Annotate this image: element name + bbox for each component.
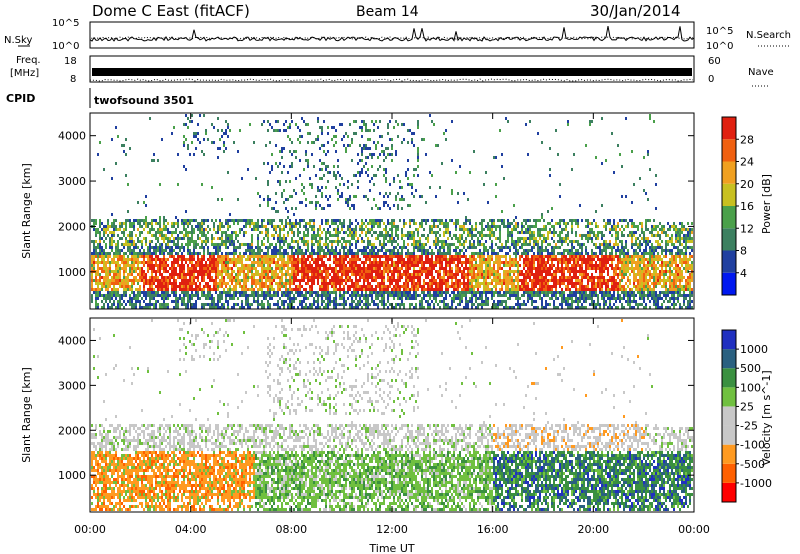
colorbar-tick-label: 4: [740, 267, 747, 280]
x-tick-label: 04:00: [175, 523, 207, 536]
colorbar-swatch: [722, 250, 736, 273]
freq-tick-top: 18: [64, 56, 77, 67]
colorbar-tick-label: 1000: [740, 343, 768, 356]
colorbar-tick-label: 500: [740, 362, 761, 375]
colorbar-swatch: [722, 161, 736, 184]
velocity-y-axis: 1000 2000 3000 4000: [58, 334, 694, 482]
colorbar-swatch: [722, 228, 736, 251]
y-tick-label: 3000: [58, 175, 86, 188]
nave-trace: [89, 78, 694, 82]
colorbar-swatch: [722, 387, 736, 407]
colorbar-tick-label: 28: [740, 133, 754, 146]
x-tick-label: 20:00: [577, 523, 609, 536]
y-tick-label: 1000: [58, 266, 86, 279]
colorbar-swatch: [722, 349, 736, 369]
x-tick-label: 12:00: [376, 523, 408, 536]
colorbar-tick-label: 20: [740, 178, 754, 191]
power-y-label: Slant Range [km]: [20, 163, 33, 259]
cpid-label: CPID: [6, 92, 35, 105]
colorbar-tick-label: -1000: [740, 477, 772, 490]
nsky-panel: [89, 21, 695, 49]
freq-label-line1: Freq.: [16, 55, 41, 66]
date-label: 30/Jan/2014: [590, 2, 681, 20]
y-tick-label: 1000: [58, 469, 86, 482]
freq-label-line2: [MHz]: [10, 68, 39, 79]
colorbar-tick-label: 24: [740, 156, 754, 169]
x-axis-label: Time UT: [368, 542, 414, 554]
colorbar-swatch: [722, 463, 736, 483]
nsky-trace: [89, 26, 695, 44]
cpid-value: twofsound 3501: [94, 94, 194, 107]
power-colorbar-label: Power [dB]: [760, 174, 773, 234]
colorbar-swatch: [722, 117, 736, 140]
nave-tick-top: 60: [708, 56, 721, 67]
colorbar-tick-label: 12: [740, 222, 754, 235]
velocity-colorbar-label: Velocity [m s^-1]: [760, 370, 773, 465]
colorbar-swatch: [722, 183, 736, 206]
colorbar-swatch: [722, 406, 736, 426]
nsky-tick-top: 10^5: [52, 18, 79, 29]
colorbar-tick-label: -500: [740, 458, 765, 471]
colorbar-swatch: [722, 139, 736, 162]
colorbar-tick-label: 8: [740, 245, 747, 258]
station-title: Dome C East (fitACF): [92, 2, 250, 20]
x-tick-label: 16:00: [477, 523, 509, 536]
y-tick-label: 4000: [58, 130, 86, 143]
y-tick-label: 3000: [58, 379, 86, 392]
colorbar-swatch: [722, 425, 736, 445]
time-x-axis: 00:00 04:00 08:00 12:00 16:00 20:00 00:00: [74, 113, 710, 536]
nave-tick-bottom: 0: [708, 74, 714, 85]
freq-panel: [89, 55, 695, 83]
power-y-axis: 1000 2000 3000 4000: [58, 130, 694, 279]
velocity-heatmap: [91, 319, 693, 511]
power-heatmap: [91, 114, 693, 309]
colorbar-tick-label: -25: [740, 420, 758, 433]
y-tick-label: 2000: [58, 220, 86, 233]
colorbar-tick-label: 25: [740, 400, 754, 413]
y-tick-label: 4000: [58, 334, 86, 347]
nave-label: Nave: [748, 67, 774, 78]
y-tick-label: 2000: [58, 424, 86, 437]
nsearch-tick-top: 10^5: [706, 26, 733, 37]
colorbar-tick-label: 100: [740, 381, 761, 394]
nsky-label: N.Sky: [4, 35, 32, 46]
colorbar-swatch: [722, 330, 736, 350]
beam-label: Beam 14: [356, 4, 419, 20]
power-colorbar: 4 8 12 16 20 24 28: [721, 116, 754, 296]
x-tick-label: 00:00: [678, 523, 710, 536]
velocity-colorbar: 1000 500 100 25 -25 -100 -500 -1000: [721, 329, 772, 503]
colorbar-swatch: [722, 206, 736, 229]
nsearch-tick-bottom: 10^0: [706, 41, 733, 52]
x-tick-label: 00:00: [74, 523, 106, 536]
nsearch-label: N.Search: [746, 30, 791, 41]
colorbar-swatch: [722, 482, 736, 502]
colorbar-tick-label: 16: [740, 200, 754, 213]
colorbar-tick-label: -100: [740, 439, 765, 452]
colorbar-swatch: [722, 444, 736, 464]
colorbar-swatch: [722, 368, 736, 388]
velocity-y-label: Slant Range [km]: [20, 367, 33, 463]
colorbar-swatch: [722, 272, 736, 295]
nsky-tick-bottom: 10^0: [52, 41, 79, 52]
x-tick-label: 08:00: [275, 523, 307, 536]
freq-trace: [92, 68, 692, 76]
freq-tick-bottom: 8: [70, 74, 76, 85]
